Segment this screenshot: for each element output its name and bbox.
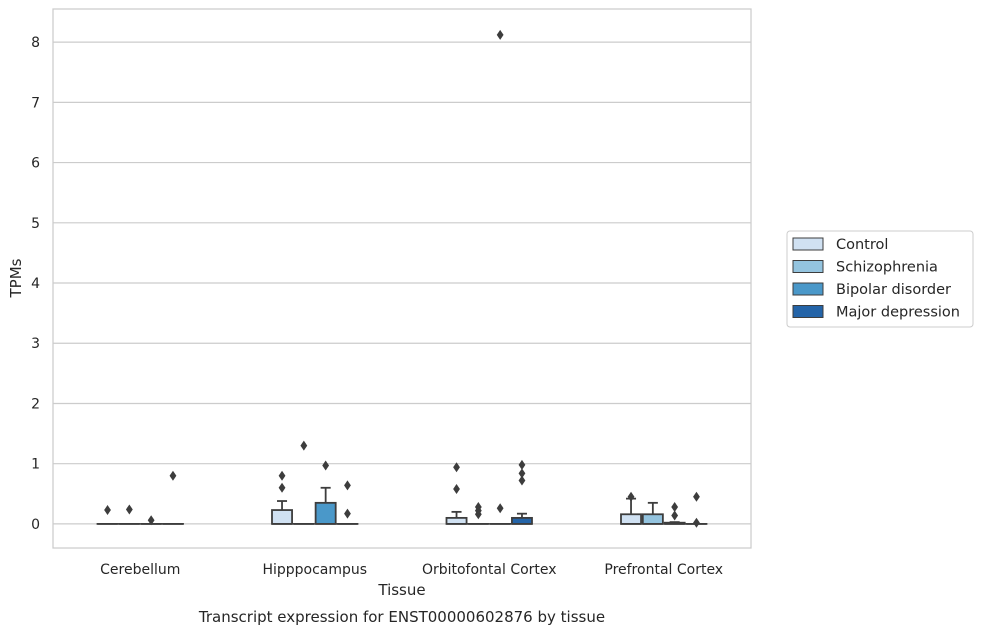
x-axis-label: Tissue bbox=[377, 581, 425, 599]
box-body bbox=[620, 513, 642, 525]
box-body bbox=[641, 513, 664, 525]
box-2-3 bbox=[511, 459, 533, 525]
x-tick-label-2: Orbitofontal Cortex bbox=[422, 562, 557, 578]
outlier-point-0 bbox=[104, 505, 111, 516]
outlier-point-0 bbox=[518, 475, 526, 486]
outlier-point-1 bbox=[344, 480, 351, 491]
outlier-point-0 bbox=[496, 503, 504, 514]
legend-swatch-0 bbox=[792, 237, 824, 251]
box-body bbox=[271, 509, 293, 525]
y-tick-label-7: 7 bbox=[31, 95, 40, 111]
y-tick-label-6: 6 bbox=[31, 156, 40, 172]
outlier-point-0 bbox=[169, 470, 177, 481]
legend-frame bbox=[786, 230, 974, 328]
x-tick-label-3: Prefrontal Cortex bbox=[604, 562, 723, 578]
legend-label-0: Control bbox=[836, 237, 888, 253]
outlier-point-0 bbox=[344, 508, 351, 519]
box-1-1 bbox=[292, 440, 315, 525]
y-tick-label-8: 8 bbox=[31, 35, 40, 51]
box-0-0 bbox=[96, 505, 119, 525]
box-body bbox=[511, 516, 533, 525]
box-3-0 bbox=[620, 491, 642, 525]
boxes-layer bbox=[96, 29, 708, 528]
y-tick-label-2: 2 bbox=[31, 396, 40, 412]
tick-labels: 0 1 2 3 4 5 6 7 8 Cerebellum Hipppocampus Orbitofon… bbox=[31, 35, 723, 578]
legend-swatch-3 bbox=[792, 305, 824, 318]
outlier-point-1 bbox=[453, 462, 460, 473]
x-tick-label-1: Hipppocampus bbox=[262, 562, 367, 578]
legend: Control Schizophrenia Bipolar disorder Majo… bbox=[786, 230, 974, 328]
outlier-point-1 bbox=[496, 29, 504, 40]
box-0-3 bbox=[162, 470, 184, 525]
outlier-point-0 bbox=[627, 491, 635, 502]
chart-title: Transcript expression for ENST0000060287… bbox=[198, 608, 605, 626]
outlier-point-1 bbox=[671, 502, 679, 513]
outlier-point-0 bbox=[671, 510, 679, 521]
outlier-point-0 bbox=[322, 460, 330, 471]
box-1-2 bbox=[314, 460, 337, 525]
box-0-1 bbox=[118, 504, 141, 525]
legend-label-2: Bipolar disorder bbox=[836, 282, 951, 298]
box-0-2 bbox=[140, 515, 163, 526]
legend-swatch-1 bbox=[792, 260, 824, 273]
box-1-0 bbox=[271, 470, 293, 525]
box-3-3 bbox=[685, 491, 708, 528]
y-tick-label-4: 4 bbox=[31, 276, 40, 292]
x-tick-label-0: Cerebellum bbox=[100, 562, 180, 578]
box-body bbox=[445, 516, 468, 525]
y-tick-label-3: 3 bbox=[31, 336, 40, 352]
box-3-1 bbox=[641, 501, 664, 525]
outlier-point-0 bbox=[693, 517, 700, 528]
box-2-0 bbox=[445, 462, 468, 525]
legend-label-3: Major depression bbox=[836, 305, 960, 321]
y-tick-label-5: 5 bbox=[31, 216, 40, 232]
y-tick-label-0: 0 bbox=[31, 517, 40, 533]
outlier-point-2 bbox=[474, 502, 482, 513]
y-axis-label: TPMs bbox=[7, 258, 25, 298]
outlier-point-1 bbox=[518, 468, 526, 479]
outlier-point-2 bbox=[518, 459, 526, 470]
outlier-point-0 bbox=[147, 515, 155, 526]
legend-label-1: Schizophrenia bbox=[836, 260, 938, 276]
outlier-point-0 bbox=[125, 504, 133, 515]
outlier-point-0 bbox=[453, 483, 460, 494]
box-2-2 bbox=[489, 29, 512, 525]
y-tick-label-1: 1 bbox=[31, 457, 40, 473]
outlier-point-0 bbox=[300, 440, 308, 451]
legend-swatch-2 bbox=[792, 282, 824, 296]
outlier-point-0 bbox=[278, 482, 286, 493]
box-body bbox=[314, 501, 337, 525]
box-1-3 bbox=[336, 480, 359, 525]
outlier-point-1 bbox=[693, 491, 700, 502]
box-3-2 bbox=[663, 502, 686, 525]
plot-frame bbox=[52, 8, 752, 549]
box-2-1 bbox=[467, 502, 490, 525]
outlier-point-1 bbox=[278, 470, 286, 481]
